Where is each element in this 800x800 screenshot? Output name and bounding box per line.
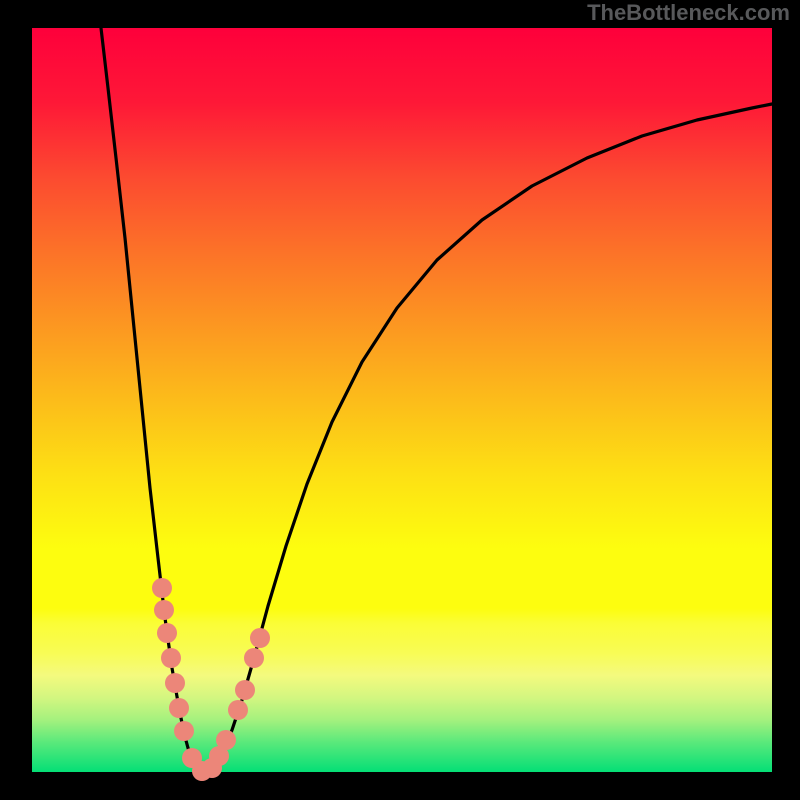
data-marker <box>157 623 177 643</box>
data-marker <box>169 698 189 718</box>
chart-frame: TheBottleneck.com <box>0 0 800 800</box>
data-marker <box>228 700 248 720</box>
curve-layer <box>0 0 800 800</box>
marker-group <box>152 578 270 781</box>
data-marker <box>154 600 174 620</box>
watermark-text: TheBottleneck.com <box>587 0 790 26</box>
data-marker <box>161 648 181 668</box>
bottleneck-curve <box>101 28 772 772</box>
data-marker <box>174 721 194 741</box>
data-marker <box>152 578 172 598</box>
data-marker <box>235 680 255 700</box>
data-marker <box>165 673 185 693</box>
data-marker <box>250 628 270 648</box>
data-marker <box>244 648 264 668</box>
data-marker <box>216 730 236 750</box>
